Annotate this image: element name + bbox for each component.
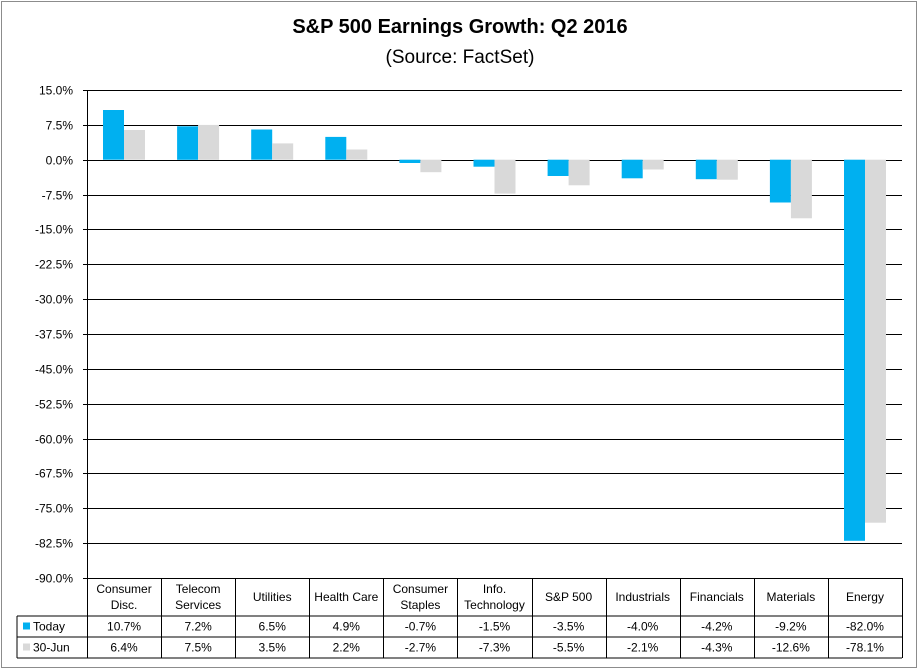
data-label-30-jun: -5.5% <box>553 641 585 655</box>
category-label: Materials <box>767 590 816 604</box>
bar-today-telecom-services <box>177 126 199 160</box>
category-label: Financials <box>690 590 744 604</box>
y-axis: 15.0% 7.5% 0.0% -7.5% -15.0% -22.5% -30.0% -37.… <box>35 84 88 586</box>
chart-subtitle: (Source: FactSet) <box>385 47 535 68</box>
category-label: Services <box>175 598 221 612</box>
legend-label-30-jun: 30-Jun <box>33 641 70 655</box>
bar-30-jun-telecom-services <box>198 124 220 160</box>
data-label-today: -4.2% <box>701 620 733 634</box>
category-label: Info. <box>483 582 506 596</box>
y-tick-label: -67.5% <box>35 467 73 481</box>
data-label-30-jun: 7.5% <box>184 641 212 655</box>
data-label-30-jun: 3.5% <box>259 641 287 655</box>
y-tick-label: -45.0% <box>35 363 73 377</box>
legend-key-today <box>23 622 30 630</box>
data-label-30-jun: -2.1% <box>627 641 659 655</box>
y-tick-label: 7.5% <box>46 119 74 133</box>
category-label: Industrials <box>615 590 670 604</box>
data-label-today: -4.0% <box>627 620 659 634</box>
data-label-30-jun: -78.1% <box>846 641 884 655</box>
data-label-today: 10.7% <box>107 620 141 634</box>
bar-30-jun-info-technology <box>494 159 516 194</box>
data-label-today: -9.2% <box>775 620 807 634</box>
category-label: Health Care <box>314 590 378 604</box>
y-tick-label: -7.5% <box>42 189 74 203</box>
bar-today-industrials <box>621 159 643 179</box>
data-label-today: 4.9% <box>333 620 361 634</box>
data-label-today: 7.2% <box>184 620 212 634</box>
y-tick-label: -82.5% <box>35 537 73 551</box>
data-label-today: 6.5% <box>259 620 287 634</box>
bar-30-jun-health-care <box>346 149 368 160</box>
bar-30-jun-materials <box>790 159 812 219</box>
data-label-today: -82.0% <box>846 620 884 634</box>
y-tick-label: -90.0% <box>35 572 73 586</box>
category-label: Technology <box>464 598 525 612</box>
category-label: Energy <box>846 590 884 604</box>
y-tick-label: -52.5% <box>35 398 73 412</box>
y-tick-label: -15.0% <box>35 223 73 237</box>
bar-today-consumer-staples <box>399 159 421 163</box>
y-tick-label: -22.5% <box>35 258 73 272</box>
bar-today-materials <box>769 159 791 203</box>
bar-30-jun-industrials <box>642 159 664 170</box>
bar-today-info-technology <box>473 159 495 167</box>
y-tick-label: -30.0% <box>35 293 73 307</box>
bars <box>103 110 886 541</box>
data-label-30-jun: 2.2% <box>333 641 361 655</box>
bar-30-jun-utilities <box>272 143 294 160</box>
data-label-today: -3.5% <box>553 620 585 634</box>
data-label-30-jun: -12.6% <box>772 641 810 655</box>
data-label-today: -0.7% <box>405 620 437 634</box>
bar-30-jun-s-p-500 <box>568 159 590 186</box>
chart-title: S&P 500 Earnings Growth: Q2 2016 <box>292 16 628 38</box>
bar-today-consumer-disc <box>103 110 124 160</box>
category-label: S&P 500 <box>545 590 592 604</box>
category-label: Consumer <box>393 582 448 596</box>
y-tick-label: -75.0% <box>35 502 73 516</box>
y-tick-label: -37.5% <box>35 328 73 342</box>
bar-30-jun-financials <box>716 159 738 180</box>
data-label-today: -1.5% <box>479 620 511 634</box>
bar-today-utilities <box>251 129 273 160</box>
y-tick-label: -60.0% <box>35 433 73 447</box>
data-table: Consumer Disc. Telecom Services Utilities Hea… <box>16 578 903 659</box>
bar-30-jun-consumer-disc <box>124 130 145 160</box>
category-label: Staples <box>400 598 440 612</box>
bar-today-energy <box>844 159 865 541</box>
category-label: Utilities <box>253 590 292 604</box>
bar-today-financials <box>695 159 717 180</box>
legend-label-today: Today <box>33 620 65 634</box>
category-label: Consumer <box>96 582 151 596</box>
data-label-30-jun: -2.7% <box>405 641 437 655</box>
y-tick-label: 0.0% <box>46 154 74 168</box>
category-label: Telecom <box>176 582 221 596</box>
y-tick-label: 15.0% <box>39 84 73 98</box>
bar-today-s-p-500 <box>547 159 569 176</box>
bar-today-health-care <box>325 136 347 160</box>
category-label: Disc. <box>111 598 138 612</box>
data-label-30-jun: -7.3% <box>479 641 511 655</box>
data-label-30-jun: 6.4% <box>110 641 138 655</box>
bar-30-jun-consumer-staples <box>420 159 442 173</box>
bar-30-jun-energy <box>865 159 886 523</box>
legend-key-30-jun <box>23 643 30 651</box>
data-label-30-jun: -4.3% <box>701 641 733 655</box>
